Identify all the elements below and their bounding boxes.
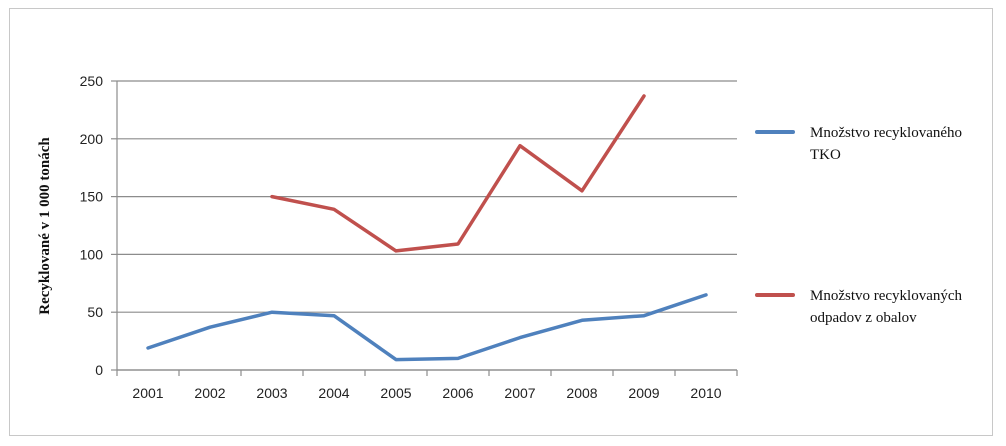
legend-label: Množstvo recyklovaného <box>810 125 962 141</box>
x-tick-label: 2001 <box>132 385 163 401</box>
y-tick-label: 50 <box>87 304 103 320</box>
x-tick-label: 2010 <box>690 385 721 401</box>
x-tick-label: 2003 <box>256 385 287 401</box>
x-tick-label: 2006 <box>442 385 473 401</box>
x-tick-label: 2002 <box>194 385 225 401</box>
x-tick-labels: 2001 2002 2003 2004 2005 2006 2007 2008 2009 2010 <box>132 385 721 401</box>
legend-label: odpadov z obalov <box>810 310 917 326</box>
legend-label: Množstvo recyklovaných <box>810 288 963 304</box>
series-line-2 <box>270 94 646 253</box>
y-tick-label: 150 <box>80 189 104 205</box>
axes <box>111 80 738 376</box>
x-tick-label: 2005 <box>380 385 411 401</box>
y-tick-label: 100 <box>80 246 104 262</box>
x-tick-label: 2009 <box>628 385 659 401</box>
legend: Množstvo recyklovaného TKO Množstvo recykl… <box>755 125 963 326</box>
series-line-1 <box>146 293 708 362</box>
x-tick-label: 2008 <box>566 385 597 401</box>
y-tick-label: 0 <box>95 362 103 378</box>
y-tick-label: 200 <box>80 131 104 147</box>
y-tick-labels: 0 50 100 150 200 250 <box>80 73 104 378</box>
x-tick-label: 2007 <box>504 385 535 401</box>
x-tick-label: 2004 <box>318 385 349 401</box>
legend-label: TKO <box>810 147 841 163</box>
chart-frame <box>9 8 993 436</box>
y-axis-label: Recyklované v 1 000 tonách <box>37 137 53 315</box>
series-lines <box>146 94 708 362</box>
y-tick-label: 250 <box>80 73 104 89</box>
